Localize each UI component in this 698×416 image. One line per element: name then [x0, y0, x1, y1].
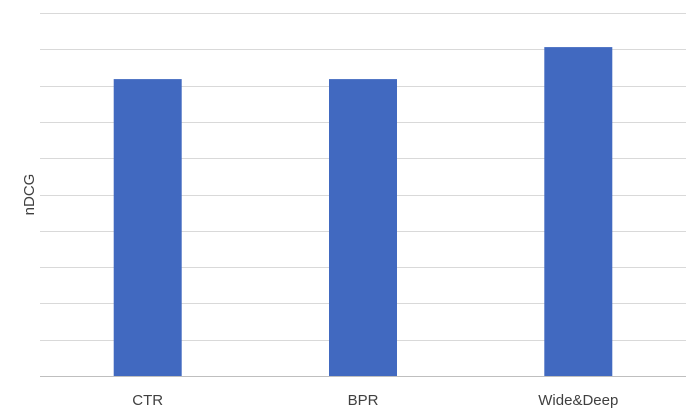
bar-bpr — [329, 79, 397, 376]
x-tick-label: Wide&Deep — [538, 392, 618, 409]
x-tick-label: BPR — [348, 392, 379, 409]
bar-ctr — [113, 79, 182, 376]
bars — [113, 47, 613, 376]
bar-wide-deep — [544, 47, 613, 376]
y-axis-title: nDCG — [21, 174, 38, 216]
x-tick-labels: CTR BPR Wide&Deep — [132, 392, 618, 409]
x-tick-label: CTR — [132, 392, 163, 409]
